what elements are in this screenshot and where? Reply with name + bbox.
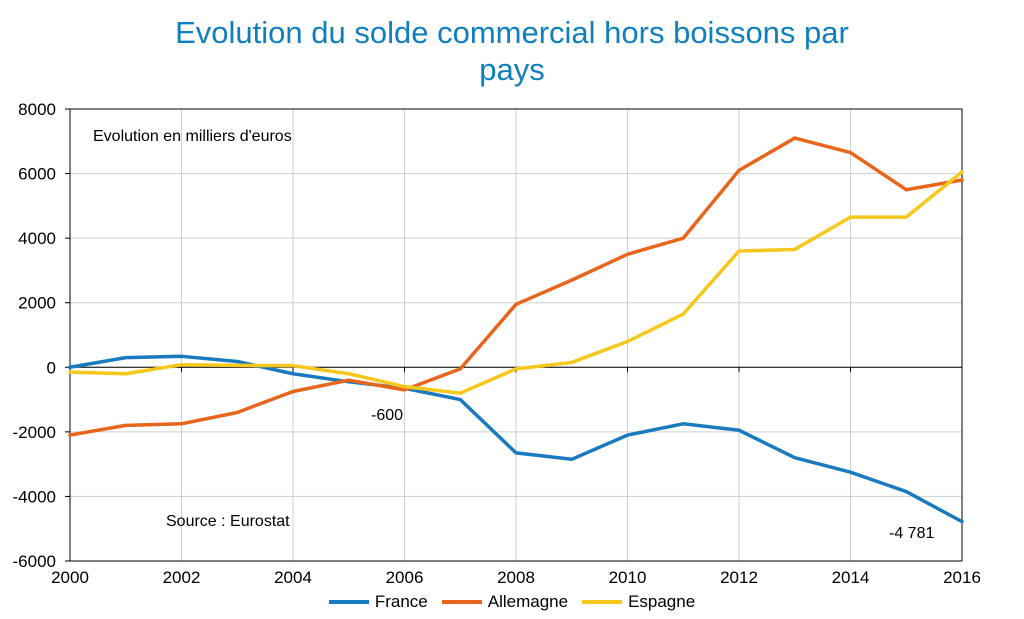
legend-swatch-france — [328, 600, 369, 604]
ytick-label-8000: 8000 — [18, 100, 56, 119]
ytick-label--4000: -4000 — [13, 487, 56, 506]
ytick-label--6000: -6000 — [13, 552, 56, 571]
ytick-label-2000: 2000 — [18, 294, 56, 313]
ytick-label-4000: 4000 — [18, 229, 56, 248]
legend-item-france: France — [328, 592, 428, 612]
xtick-label-2016: 2016 — [943, 568, 981, 587]
legend-item-espagne: Espagne — [582, 592, 695, 612]
legend-swatch-allemagne — [441, 600, 482, 604]
xtick-label-2012: 2012 — [720, 568, 758, 587]
chart-title-line1: Evolution du solde commercial hors boiss… — [175, 15, 849, 50]
xtick-label-2000: 2000 — [51, 568, 89, 587]
xtick-label-2010: 2010 — [609, 568, 647, 587]
series-lines — [68, 136, 964, 524]
xtick-label-2006: 2006 — [386, 568, 424, 587]
ytick-label-0: 0 — [47, 358, 56, 377]
series-line-espagne — [68, 170, 964, 395]
plot-frame — [69, 108, 963, 562]
xtick-label-2008: 2008 — [497, 568, 535, 587]
annotation-minus600: -600 — [371, 407, 403, 424]
source-note: Source : Eurostat — [166, 513, 290, 530]
ytick-label-6000: 6000 — [18, 165, 56, 184]
xtick-label-2014: 2014 — [832, 568, 870, 587]
legend: France Allemagne Espagne — [0, 591, 1024, 613]
xtick-label-2004: 2004 — [274, 568, 312, 587]
legend-label-allemagne: Allemagne — [487, 592, 569, 611]
series-line-allemagne — [68, 136, 964, 437]
xtick-label-2002: 2002 — [163, 568, 201, 587]
grid — [69, 108, 963, 562]
series-line-france — [68, 354, 964, 524]
ytick-label--2000: -2000 — [13, 423, 56, 442]
annotation-france-2016: -4 781 — [889, 525, 934, 542]
chart-subtitle: Evolution en milliers d'euros — [93, 128, 292, 145]
legend-item-allemagne: Allemagne — [441, 592, 569, 612]
legend-label-espagne: Espagne — [628, 592, 696, 611]
chart-title-line2: pays — [479, 52, 545, 87]
axes — [65, 108, 963, 562]
legend-swatch-espagne — [582, 600, 623, 604]
chart-title: Evolution du solde commercial hors boiss… — [0, 14, 1024, 88]
legend-label-france: France — [374, 592, 428, 611]
